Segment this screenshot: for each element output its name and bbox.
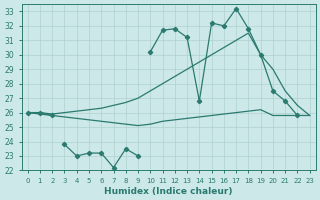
X-axis label: Humidex (Indice chaleur): Humidex (Indice chaleur) — [104, 187, 233, 196]
